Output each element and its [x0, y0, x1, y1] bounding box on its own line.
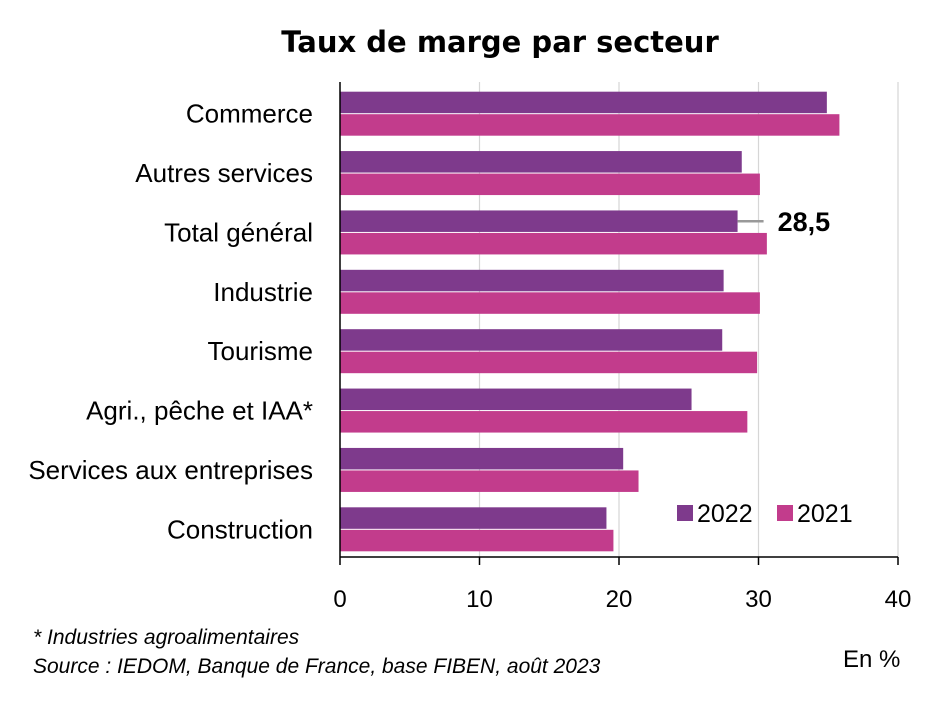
category-labels: Commerce Autres services Total général Indu… [28, 99, 313, 545]
bar-2022 [340, 91, 827, 114]
category-label: Agri., pêche et IAA* [86, 396, 313, 426]
bar-2021 [340, 351, 758, 374]
bar-2022 [340, 388, 692, 411]
chart-title: Taux de marge par secteur [281, 25, 719, 59]
bar-2021 [340, 114, 840, 136]
legend-label-2022: 2022 [697, 500, 753, 528]
unit-label: En % [843, 646, 901, 673]
bar-2021 [340, 529, 614, 552]
bar-2021 [340, 411, 748, 433]
bars [340, 91, 840, 552]
bar-2022 [340, 210, 738, 232]
bar-2021 [340, 232, 767, 255]
annotation: 28,5 [737, 207, 831, 237]
category-label: Construction [167, 514, 313, 544]
bar-2022 [340, 269, 724, 292]
legend: 2022 2021 [677, 500, 853, 528]
x-tick-label: 30 [745, 586, 772, 613]
category-label: Autres services [135, 158, 313, 188]
category-label: Industrie [213, 277, 313, 307]
bar-2022 [340, 507, 607, 529]
x-tick-label: 20 [606, 586, 633, 613]
bar-2022 [340, 329, 723, 351]
bar-2022 [340, 151, 742, 173]
source-note: Source : IEDOM, Banque de France, base F… [33, 655, 601, 678]
bar-2021 [340, 173, 760, 196]
annotation-label: 28,5 [778, 207, 831, 237]
category-label: Total général [164, 217, 313, 247]
legend-label-2021: 2021 [797, 500, 853, 528]
category-label: Tourisme [208, 336, 313, 366]
x-tick-label: 0 [333, 586, 346, 613]
category-label: Services aux entreprises [28, 455, 313, 485]
legend-swatch-2021 [777, 505, 793, 521]
footnote: * Industries agroalimentaires [33, 626, 300, 649]
category-label: Commerce [186, 99, 313, 129]
x-axis: 0 10 20 30 40 [333, 82, 911, 613]
bar-2021 [340, 292, 760, 314]
legend-swatch-2022 [677, 505, 693, 521]
bar-2021 [340, 470, 639, 492]
bar-2022 [340, 447, 624, 470]
x-tick-label: 10 [466, 586, 493, 613]
x-tick-label: 40 [885, 586, 912, 613]
